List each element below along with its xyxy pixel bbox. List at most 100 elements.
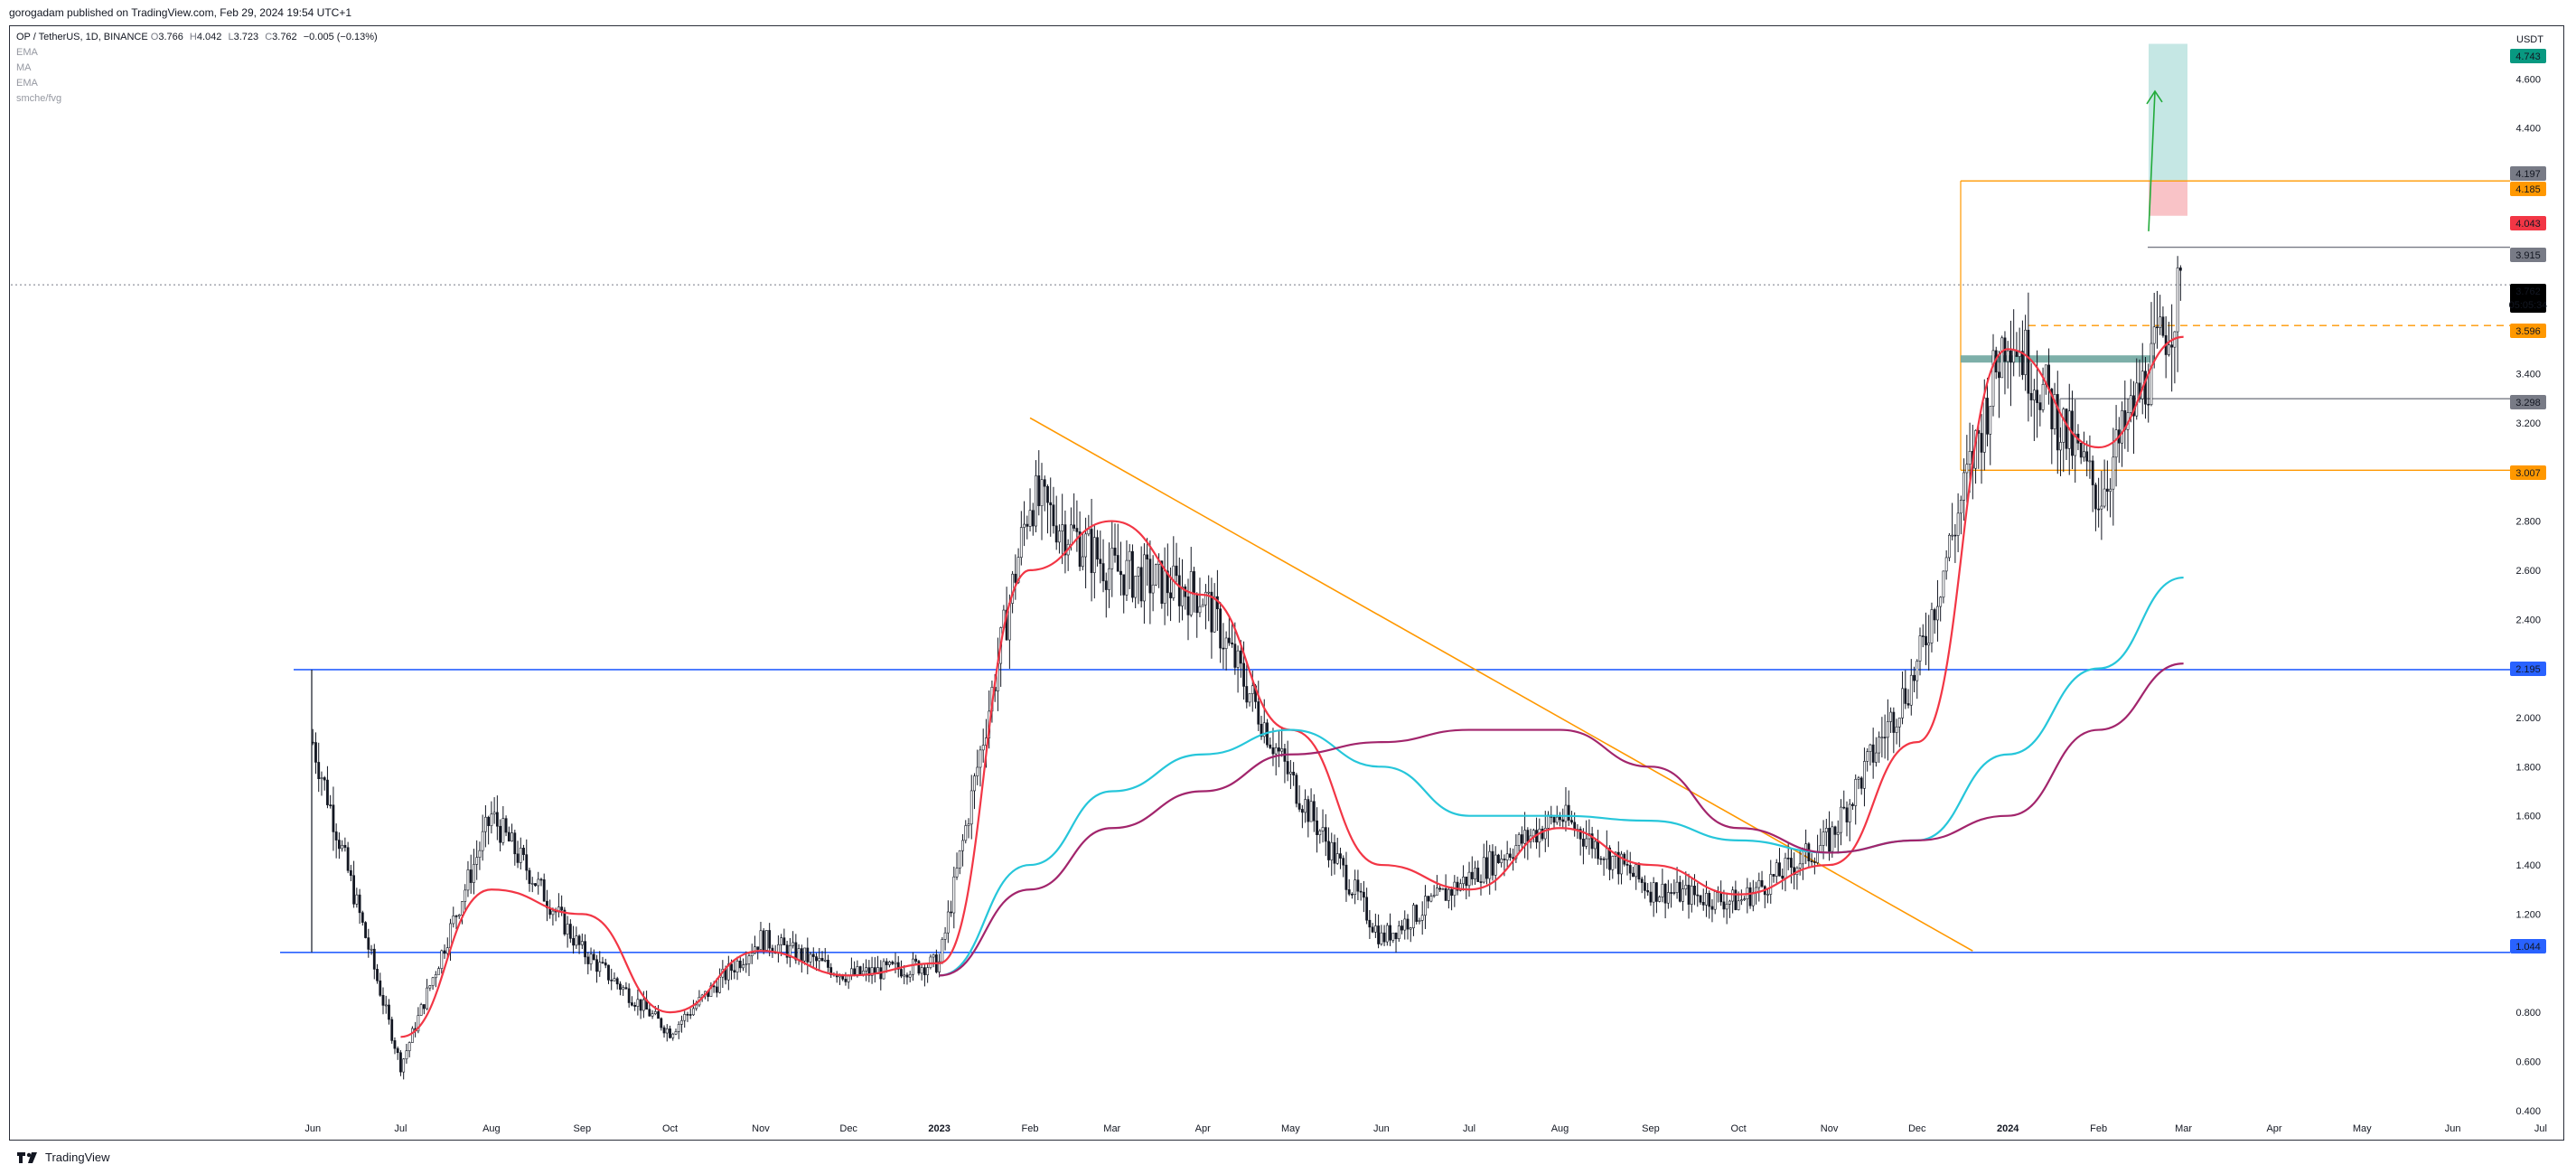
candle	[788, 937, 792, 968]
indicator-ema-1[interactable]: EMA	[16, 47, 38, 58]
candle	[1181, 559, 1184, 621]
candle	[1371, 923, 1374, 934]
time-tick-label: 2023	[928, 1123, 950, 1134]
time-tick-label: Apr	[1195, 1123, 1211, 1134]
ema-line-purple[interactable]	[939, 662, 2184, 977]
candle	[756, 946, 760, 960]
candle	[1965, 435, 1969, 503]
price-label-box[interactable]	[2510, 395, 2546, 409]
candle	[1227, 617, 1231, 646]
time-tick-label: Dec	[839, 1123, 857, 1134]
candle	[1316, 807, 1318, 853]
candle	[981, 728, 985, 763]
price-label-box[interactable]	[2510, 248, 2546, 262]
candle	[613, 972, 616, 981]
price-label-box[interactable]	[2510, 465, 2546, 480]
candle	[1675, 867, 1679, 899]
candle	[943, 926, 947, 951]
candle	[2159, 295, 2162, 335]
price-label-box[interactable]	[2510, 939, 2546, 953]
candle	[1494, 846, 1497, 891]
candle	[1541, 825, 1544, 841]
candle	[2071, 390, 2074, 470]
price-label-text: 4.185	[2515, 184, 2541, 195]
candle	[1620, 850, 1623, 885]
indicator-ma[interactable]: MA	[16, 62, 32, 73]
candle	[926, 963, 930, 983]
candle	[464, 884, 467, 911]
price-label-box[interactable]	[2510, 662, 2546, 676]
candle	[1848, 799, 1851, 841]
profit-zone[interactable]	[2149, 43, 2187, 182]
price-label-box[interactable]	[2510, 182, 2546, 196]
candle	[1989, 406, 1992, 465]
candle	[738, 955, 742, 973]
candle	[2091, 456, 2094, 512]
candle	[598, 951, 602, 977]
chart-frame[interactable]	[9, 25, 2564, 1141]
candle	[1409, 926, 1412, 943]
candle	[381, 987, 385, 1015]
candle	[923, 964, 926, 987]
indicator-smche-fvg[interactable]: smche/fvg	[16, 93, 62, 104]
time-tick-label: Oct	[1731, 1123, 1747, 1134]
candle	[952, 866, 956, 929]
candle	[1028, 488, 1032, 532]
descending-trendline[interactable]	[1029, 417, 1973, 952]
candle	[651, 1010, 654, 1019]
ema-line-red[interactable]	[400, 335, 2184, 1038]
candle	[604, 958, 607, 969]
candle	[1751, 879, 1755, 912]
candle	[1491, 844, 1494, 881]
candle	[473, 849, 475, 895]
price-label-box[interactable]	[2510, 166, 2546, 181]
candle	[492, 797, 496, 824]
candle	[2152, 293, 2156, 369]
candle	[1933, 607, 1936, 634]
candle	[1186, 578, 1190, 641]
support-zone[interactable]	[1961, 355, 2155, 363]
currency-label[interactable]: USDT	[2516, 34, 2543, 45]
candle	[2041, 367, 2045, 413]
price-label-box[interactable]	[2510, 49, 2546, 63]
price-label-box[interactable]	[2510, 216, 2546, 230]
price-label-text: 3.762	[2515, 286, 2541, 297]
stop-zone[interactable]	[2149, 181, 2187, 216]
candle	[396, 1046, 399, 1060]
candle	[1195, 592, 1199, 638]
candle	[1016, 548, 1020, 585]
candle	[648, 1003, 651, 1017]
price-label-box[interactable]	[2510, 284, 2546, 313]
candle	[1307, 795, 1310, 838]
candle	[1509, 848, 1512, 861]
candle	[1432, 885, 1436, 898]
ma-line-cyan[interactable]	[939, 576, 2184, 977]
candle	[2029, 362, 2033, 417]
candle	[1172, 536, 1176, 601]
price-tick-label: 0.600	[2515, 1057, 2541, 1067]
candle	[352, 860, 356, 908]
candle	[566, 916, 569, 948]
time-tick-label: Apr	[2266, 1123, 2281, 1134]
candle	[627, 983, 631, 1008]
candle	[1482, 843, 1485, 884]
candle	[1210, 578, 1213, 659]
price-axis: 4.6004.4004.0003.4003.2002.8002.6002.400…	[2515, 34, 2543, 1117]
candle	[1991, 333, 1995, 417]
candle	[511, 823, 513, 842]
candle	[660, 1017, 663, 1031]
candle	[534, 883, 537, 888]
candle	[2140, 343, 2144, 415]
candle	[718, 968, 722, 994]
candle	[2015, 332, 2019, 357]
candle	[1330, 832, 1334, 877]
price-label-box[interactable]	[2510, 324, 2546, 338]
candle	[1344, 851, 1348, 902]
candle	[437, 966, 440, 975]
indicator-ema-2[interactable]: EMA	[16, 78, 38, 89]
candle	[2021, 320, 2024, 380]
candle	[900, 960, 903, 979]
candle	[1590, 826, 1594, 859]
candle	[1373, 913, 1377, 938]
